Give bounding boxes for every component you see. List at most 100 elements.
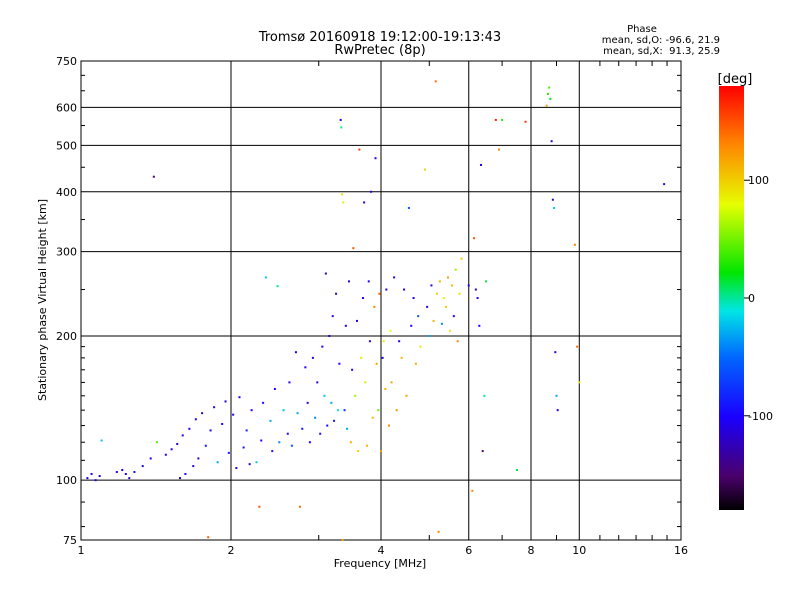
data-point — [473, 237, 476, 240]
data-point — [438, 280, 441, 283]
data-point — [288, 381, 291, 384]
data-point — [115, 470, 118, 473]
data-point — [374, 157, 377, 160]
y-tick-labels: 75 100 200 300 400 500 600 750 — [56, 55, 77, 547]
data-point — [204, 444, 207, 447]
data-point — [290, 444, 293, 447]
data-point — [371, 416, 374, 419]
data-point — [471, 489, 474, 492]
colorbar-tick-label: 100 — [748, 174, 769, 187]
data-point — [370, 190, 373, 193]
data-point — [395, 409, 398, 412]
data-point — [90, 473, 93, 476]
data-point — [368, 340, 371, 343]
data-point — [347, 280, 350, 283]
data-point — [485, 280, 488, 283]
data-point — [124, 473, 127, 476]
data-point — [238, 396, 241, 399]
chart-title: Tromsø 20160918 19:12:00-19:13:43 — [258, 30, 501, 45]
data-point — [423, 168, 426, 171]
data-point — [213, 406, 216, 409]
data-point — [352, 247, 355, 250]
data-point — [446, 276, 449, 279]
data-point — [454, 268, 457, 271]
data-point — [573, 243, 576, 246]
data-point — [548, 86, 551, 89]
data-point — [450, 284, 453, 287]
data-point — [319, 432, 322, 435]
data-point — [497, 148, 500, 151]
data-point — [358, 148, 361, 151]
data-point — [430, 284, 433, 287]
data-point — [242, 446, 245, 449]
data-point — [328, 334, 331, 337]
data-point — [373, 305, 376, 308]
data-point — [155, 441, 158, 444]
data-point — [209, 429, 212, 432]
data-point — [343, 409, 346, 412]
data-point — [474, 288, 477, 291]
data-point — [467, 284, 470, 287]
data-point — [133, 470, 136, 473]
data-point — [216, 461, 219, 464]
data-point — [141, 465, 144, 468]
data-point — [351, 368, 354, 371]
y-tick-label: 300 — [56, 246, 77, 259]
data-point — [201, 412, 204, 415]
data-point — [555, 394, 558, 397]
data-point — [316, 381, 319, 384]
colorbar-tick-label: 0 — [748, 292, 755, 305]
data-point — [311, 356, 314, 359]
data-point — [410, 324, 413, 327]
x-tick-label: 6 — [465, 544, 472, 557]
data-point — [264, 276, 267, 279]
data-point — [417, 315, 420, 318]
data-point — [184, 473, 187, 476]
data-point — [164, 453, 167, 456]
phase-x-stats: mean, sd,X: 91.3, 25.9 — [603, 46, 720, 57]
y-tick-label: 600 — [56, 101, 77, 114]
data-point — [378, 292, 381, 295]
data-point — [407, 206, 410, 209]
x-tick-labels: 1 2 4 6 8 10 16 — [78, 544, 689, 557]
data-point — [414, 362, 417, 365]
data-point — [181, 434, 184, 437]
data-point — [192, 465, 195, 468]
data-point — [380, 450, 382, 453]
data-point — [384, 387, 387, 390]
data-point — [330, 401, 333, 404]
data-point — [294, 351, 297, 354]
y-tick-label: 75 — [63, 534, 77, 547]
data-point — [342, 201, 345, 204]
data-point — [426, 305, 429, 308]
data-point — [476, 297, 479, 300]
x-tick-label: 10 — [572, 544, 586, 557]
x-tick-label: 16 — [674, 544, 688, 557]
colorbar-ticks: 100 0 -100 — [744, 174, 773, 423]
data-point — [363, 201, 366, 204]
data-point — [100, 439, 103, 442]
data-point — [663, 183, 666, 186]
data-point — [480, 163, 483, 166]
data-point — [483, 394, 486, 397]
colorbar: [deg] 100 0 -100 — [718, 72, 773, 510]
data-point — [170, 448, 173, 451]
data-point — [460, 257, 463, 260]
y-tick-label: 400 — [56, 186, 77, 199]
data-point — [335, 292, 338, 295]
data-point — [188, 427, 191, 430]
data-point — [262, 401, 265, 404]
data-point — [389, 329, 392, 332]
data-point — [149, 457, 152, 460]
y-tick-label: 500 — [56, 139, 77, 152]
data-point — [456, 340, 459, 343]
data-point — [385, 288, 388, 291]
phase-heading: Phase — [627, 24, 657, 35]
colorbar-label: [deg] — [718, 72, 753, 87]
chart-subtitle: RwPretec (8p) — [334, 43, 425, 58]
data-point — [375, 362, 378, 365]
data-point — [273, 387, 276, 390]
data-point — [248, 463, 251, 466]
data-point — [324, 272, 327, 275]
